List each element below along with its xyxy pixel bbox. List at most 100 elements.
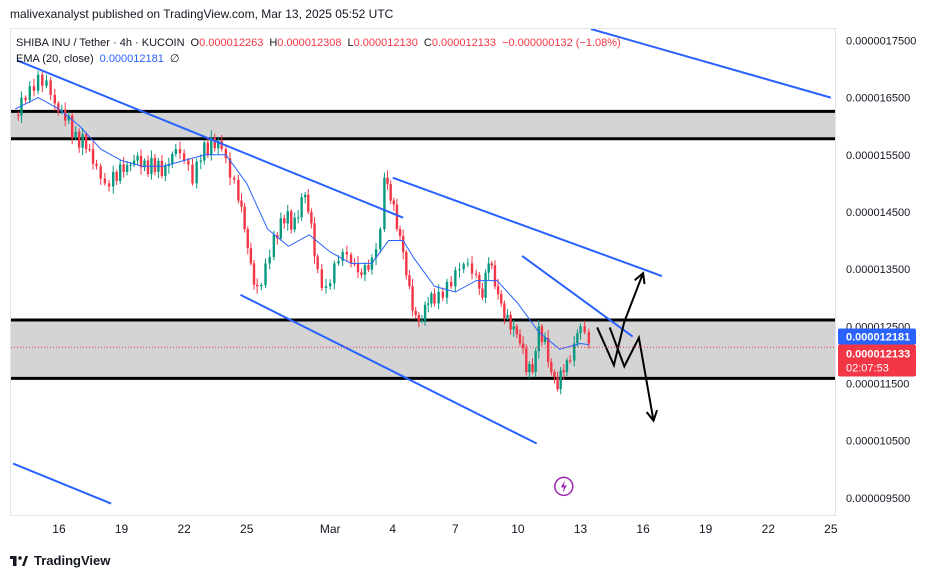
tradingview-footer[interactable]: TradingView bbox=[10, 553, 110, 568]
candle-down bbox=[556, 377, 559, 390]
candle-up bbox=[333, 263, 336, 284]
publish-header-text: malivexanalyst published on TradingView.… bbox=[10, 7, 394, 21]
ema-row[interactable]: EMA (20, close) 0.000012181 ∅ bbox=[16, 51, 621, 67]
candle-down bbox=[531, 364, 534, 373]
candle-up bbox=[171, 153, 174, 165]
candle-down bbox=[316, 256, 319, 270]
candle-down bbox=[500, 294, 503, 304]
y-tick-label: 0.000009500 bbox=[846, 493, 910, 505]
chart-legend: SHIBA INU / Tether · 4h · KUCOIN O0.0000… bbox=[16, 35, 621, 67]
last-price-tag-text: 0.000012133 bbox=[846, 349, 910, 361]
candle-up bbox=[296, 217, 300, 219]
candle-down bbox=[481, 288, 484, 298]
candle-down bbox=[153, 157, 157, 172]
candle-up bbox=[579, 326, 582, 334]
x-tick-label: 10 bbox=[511, 522, 525, 536]
candle-down bbox=[414, 310, 417, 315]
tradingview-logo-icon bbox=[10, 555, 28, 566]
candle-down bbox=[310, 211, 313, 224]
candle-down bbox=[107, 183, 111, 187]
candle-up bbox=[203, 142, 206, 161]
open-value: 0.000012263 bbox=[199, 37, 264, 49]
candle-up bbox=[210, 137, 213, 155]
candle-down bbox=[433, 293, 436, 304]
last-price-tag bbox=[838, 344, 916, 377]
candle-down bbox=[568, 360, 572, 362]
candle-down bbox=[320, 269, 324, 289]
candle-up bbox=[125, 165, 129, 172]
candle-up bbox=[427, 303, 430, 305]
candle-down bbox=[553, 372, 556, 378]
candle-down bbox=[546, 337, 550, 362]
candle-up bbox=[260, 285, 263, 287]
candle-down bbox=[53, 94, 57, 104]
trendline-1 bbox=[240, 293, 538, 445]
candle-down bbox=[240, 200, 243, 207]
candle-up bbox=[303, 194, 307, 198]
candle-down bbox=[392, 200, 395, 205]
candle-up bbox=[374, 249, 378, 258]
candle-down bbox=[228, 158, 232, 178]
trendline-4 bbox=[590, 29, 832, 99]
candle-down bbox=[470, 263, 474, 274]
candle-down bbox=[91, 149, 95, 164]
candle-down bbox=[41, 74, 44, 86]
candle-up bbox=[383, 177, 386, 230]
candle-down bbox=[518, 334, 522, 344]
close-label: C bbox=[423, 37, 432, 49]
candle-down bbox=[493, 265, 497, 287]
candle-up bbox=[487, 263, 490, 273]
candle-down bbox=[84, 134, 88, 150]
candle-down bbox=[509, 314, 512, 330]
candle-up bbox=[28, 86, 31, 101]
close-value: 0.000012133 bbox=[431, 37, 497, 49]
trendline-2 bbox=[521, 255, 634, 338]
candle-up bbox=[437, 291, 440, 304]
projection-arrowhead-1 bbox=[645, 409, 658, 423]
y-tick-label: 0.000014500 bbox=[846, 207, 910, 219]
trendline-3 bbox=[392, 176, 663, 277]
candle-up bbox=[112, 171, 115, 187]
x-tick-label: 19 bbox=[699, 522, 713, 536]
candle-up bbox=[576, 333, 579, 344]
candle-up bbox=[195, 161, 198, 184]
candle-up bbox=[462, 264, 465, 270]
candle-up bbox=[217, 140, 220, 149]
candle-down bbox=[206, 142, 209, 155]
candle-down bbox=[356, 263, 360, 273]
candle-down bbox=[122, 164, 125, 172]
candle-up bbox=[272, 234, 276, 257]
high-value: 0.000012308 bbox=[277, 37, 342, 49]
candle-up bbox=[293, 217, 296, 230]
chart-pane[interactable] bbox=[10, 28, 836, 516]
open-label: O bbox=[190, 37, 200, 49]
plot-group bbox=[11, 29, 835, 505]
candle-up bbox=[423, 304, 427, 321]
candle-down bbox=[99, 166, 102, 179]
candle-up bbox=[379, 229, 382, 250]
x-tick-label: 25 bbox=[824, 522, 838, 536]
candle-up bbox=[559, 370, 562, 390]
candle-down bbox=[521, 343, 525, 349]
candle-up bbox=[565, 360, 569, 373]
candle-down bbox=[389, 184, 392, 201]
candle-up bbox=[67, 115, 70, 121]
candle-down bbox=[313, 223, 316, 257]
candle-down bbox=[70, 115, 74, 138]
candle-up bbox=[363, 265, 367, 275]
symbol-name[interactable]: SHIBA INU / Tether · 4h · KUCOIN bbox=[16, 37, 185, 49]
ohlc-row: SHIBA INU / Tether · 4h · KUCOIN O0.0000… bbox=[16, 35, 621, 51]
candle-down bbox=[88, 149, 91, 151]
tradingview-brand: TradingView bbox=[34, 553, 111, 568]
projection-arrowhead-0 bbox=[634, 271, 646, 285]
candle-up bbox=[430, 293, 433, 304]
candle-up bbox=[143, 160, 146, 168]
candle-down bbox=[24, 97, 27, 101]
candle-down bbox=[417, 314, 421, 321]
trendline-5 bbox=[12, 462, 112, 505]
candle-down bbox=[405, 251, 408, 276]
y-tick-label: 0.000016500 bbox=[846, 93, 910, 105]
candle-down bbox=[441, 291, 445, 298]
candle-down bbox=[490, 263, 494, 266]
